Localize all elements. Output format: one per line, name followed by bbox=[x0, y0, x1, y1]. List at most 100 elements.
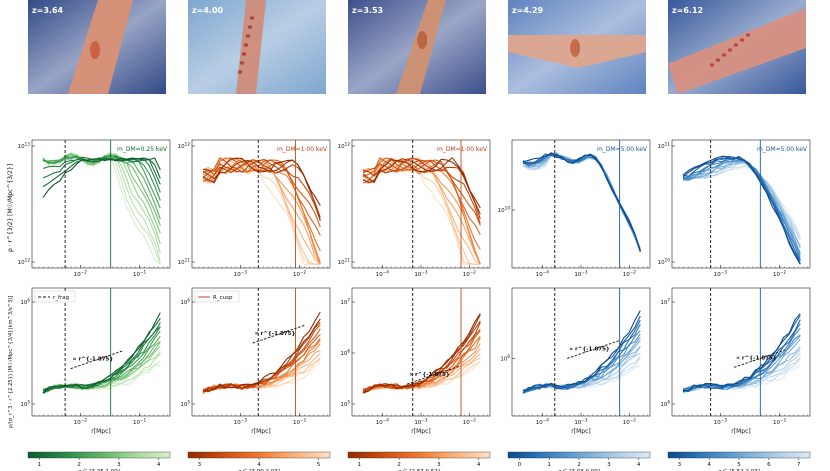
redshift-label: z=3.64 bbox=[32, 6, 64, 15]
halo-blob bbox=[243, 43, 249, 47]
bot-xtick-label: 10−3 bbox=[714, 418, 728, 427]
colorbar-tick-label: 0 bbox=[518, 462, 522, 468]
slope-reference-line bbox=[252, 324, 306, 344]
top-profile-line bbox=[42, 157, 161, 198]
top-xtick-label: 10−3 bbox=[574, 270, 588, 279]
bot-xtick-label: 10−1 bbox=[133, 418, 147, 427]
colorbar-label: z ∈ [3.99,2.03] bbox=[238, 469, 280, 471]
legend-rfrag-label: r_frag bbox=[53, 295, 69, 301]
top-ytick-label: 1010 bbox=[498, 206, 511, 215]
bot-ytick-label: 106 bbox=[180, 298, 190, 307]
halo-blob bbox=[570, 39, 581, 57]
halo-blob bbox=[721, 53, 727, 57]
halo-blob bbox=[739, 38, 745, 42]
top-profile-line bbox=[202, 159, 321, 222]
bot-panel-frame bbox=[31, 287, 171, 417]
bot-xtick-label: 10−4 bbox=[536, 418, 550, 427]
slope-label: ∝ r^{-1.875} bbox=[73, 357, 114, 363]
redshift-label: z=6.12 bbox=[672, 6, 703, 15]
colorbar-tick-label: 4 bbox=[257, 462, 261, 468]
bot-ytick-label: 107 bbox=[660, 298, 670, 307]
top-row-ylabel: ρ · r^{3/2} [M☉/Mpc^{3/2}] bbox=[7, 164, 14, 252]
top-curves bbox=[202, 157, 321, 265]
bot-curves bbox=[202, 311, 321, 394]
halo-blob bbox=[727, 48, 733, 52]
slope-label: ∝ r^{-1.875} bbox=[569, 346, 610, 352]
bot-profile-line bbox=[42, 322, 161, 394]
colorbar-tick-label: 4 bbox=[477, 462, 481, 468]
colorbar-tick-label: 4 bbox=[637, 462, 641, 468]
bot-xtick-label: 10−2 bbox=[293, 418, 307, 427]
colorbar-label: z ∈ [2.87,0.52] bbox=[398, 469, 440, 471]
top-ytick-label: 1010 bbox=[658, 258, 671, 267]
bot-panel-frame bbox=[351, 287, 491, 417]
bot-profile-line bbox=[202, 311, 321, 392]
slope-reference-line bbox=[70, 350, 124, 370]
bot-xtick-label: 10−3 bbox=[414, 418, 428, 427]
slope-label: ∝ r^{-1.875} bbox=[409, 372, 450, 378]
legend-rcusp-label: R_cusp bbox=[213, 295, 233, 301]
colorbar-tick-label: 2 bbox=[77, 462, 81, 468]
column-3: z=3.53 m_DM=1.00 keV 1012 1011 10−4 10−3 10−2 1… bbox=[338, 0, 491, 471]
halo-blob bbox=[90, 41, 101, 59]
slope-reference-line bbox=[407, 365, 460, 385]
halo-blob bbox=[249, 16, 255, 20]
top-xtick-label: 10−2 bbox=[623, 270, 637, 279]
bot-curves bbox=[522, 310, 641, 394]
top-xtick-label: 10−4 bbox=[536, 270, 550, 279]
legend-box bbox=[194, 290, 240, 303]
top-profile-line bbox=[682, 155, 801, 265]
redshift-label: z=4.29 bbox=[512, 6, 544, 15]
top-ytick-label: 1011 bbox=[178, 258, 191, 267]
halo-blob bbox=[247, 25, 253, 29]
bot-panel-frame bbox=[511, 287, 651, 417]
colorbar bbox=[187, 451, 331, 459]
colorbar-label: z ∈ [3.25,1.00] bbox=[78, 469, 120, 471]
bot-curves bbox=[682, 313, 801, 394]
filament-core bbox=[236, 0, 266, 94]
bot-profile-line bbox=[202, 324, 321, 391]
column-1: z=3.64 m_DM=0.25 keV 1013 1012 10−2 10−1 106 10… bbox=[18, 0, 171, 471]
top-profile-line bbox=[42, 156, 161, 185]
xlabel: r[Mpc] bbox=[571, 428, 590, 435]
xlabel: r[Mpc] bbox=[411, 428, 430, 435]
bot-ytick-label: 105 bbox=[340, 400, 350, 409]
colorbar-tick-label: 6 bbox=[767, 462, 771, 468]
bot-xtick-label: 10−2 bbox=[463, 418, 477, 427]
bot-profile-line bbox=[682, 313, 801, 392]
top-profile-line bbox=[202, 157, 321, 206]
bot-profile-line bbox=[202, 339, 321, 393]
slope-label: ∝ r^{-1.875} bbox=[255, 331, 296, 337]
halo-blob bbox=[241, 52, 247, 56]
top-xtick-label: 10−3 bbox=[714, 270, 728, 279]
mass-label: m_DM=1.00 keV bbox=[437, 146, 488, 153]
filament-shape bbox=[236, 0, 266, 94]
filament-core bbox=[668, 8, 806, 94]
colorbar-tick-label: 1 bbox=[547, 462, 551, 468]
bot-xtick-label: 10−3 bbox=[234, 418, 248, 427]
filament-shape bbox=[668, 8, 806, 94]
bot-ytick-label: 106 bbox=[500, 354, 510, 363]
slope-reference-line bbox=[567, 340, 620, 359]
top-curves bbox=[42, 151, 161, 265]
colorbar-tick-label: 3 bbox=[607, 462, 611, 468]
bot-panel-frame bbox=[671, 287, 811, 417]
filament-core bbox=[68, 0, 133, 94]
colorbar-tick-label: 3 bbox=[437, 462, 441, 468]
top-panel-frame bbox=[191, 139, 331, 269]
colorbar-tick-label: 3 bbox=[678, 462, 682, 468]
colorbar-tick-label: 4 bbox=[707, 462, 711, 468]
xlabel: r[Mpc] bbox=[251, 428, 270, 435]
redshift-label: z=4.00 bbox=[192, 6, 224, 15]
top-profile-line bbox=[202, 160, 321, 265]
slope-label: ∝ r^{-1.875} bbox=[736, 355, 777, 361]
mass-label: m_DM=5.00 keV bbox=[757, 146, 808, 153]
halo-blob bbox=[715, 58, 721, 62]
bot-ytick-label: 106 bbox=[20, 298, 30, 307]
mass-label: m_DM=0.25 keV bbox=[117, 146, 168, 153]
filament-shape bbox=[68, 0, 133, 94]
colorbar bbox=[667, 451, 811, 459]
mass-label: m_DM=5.00 keV bbox=[597, 146, 648, 153]
